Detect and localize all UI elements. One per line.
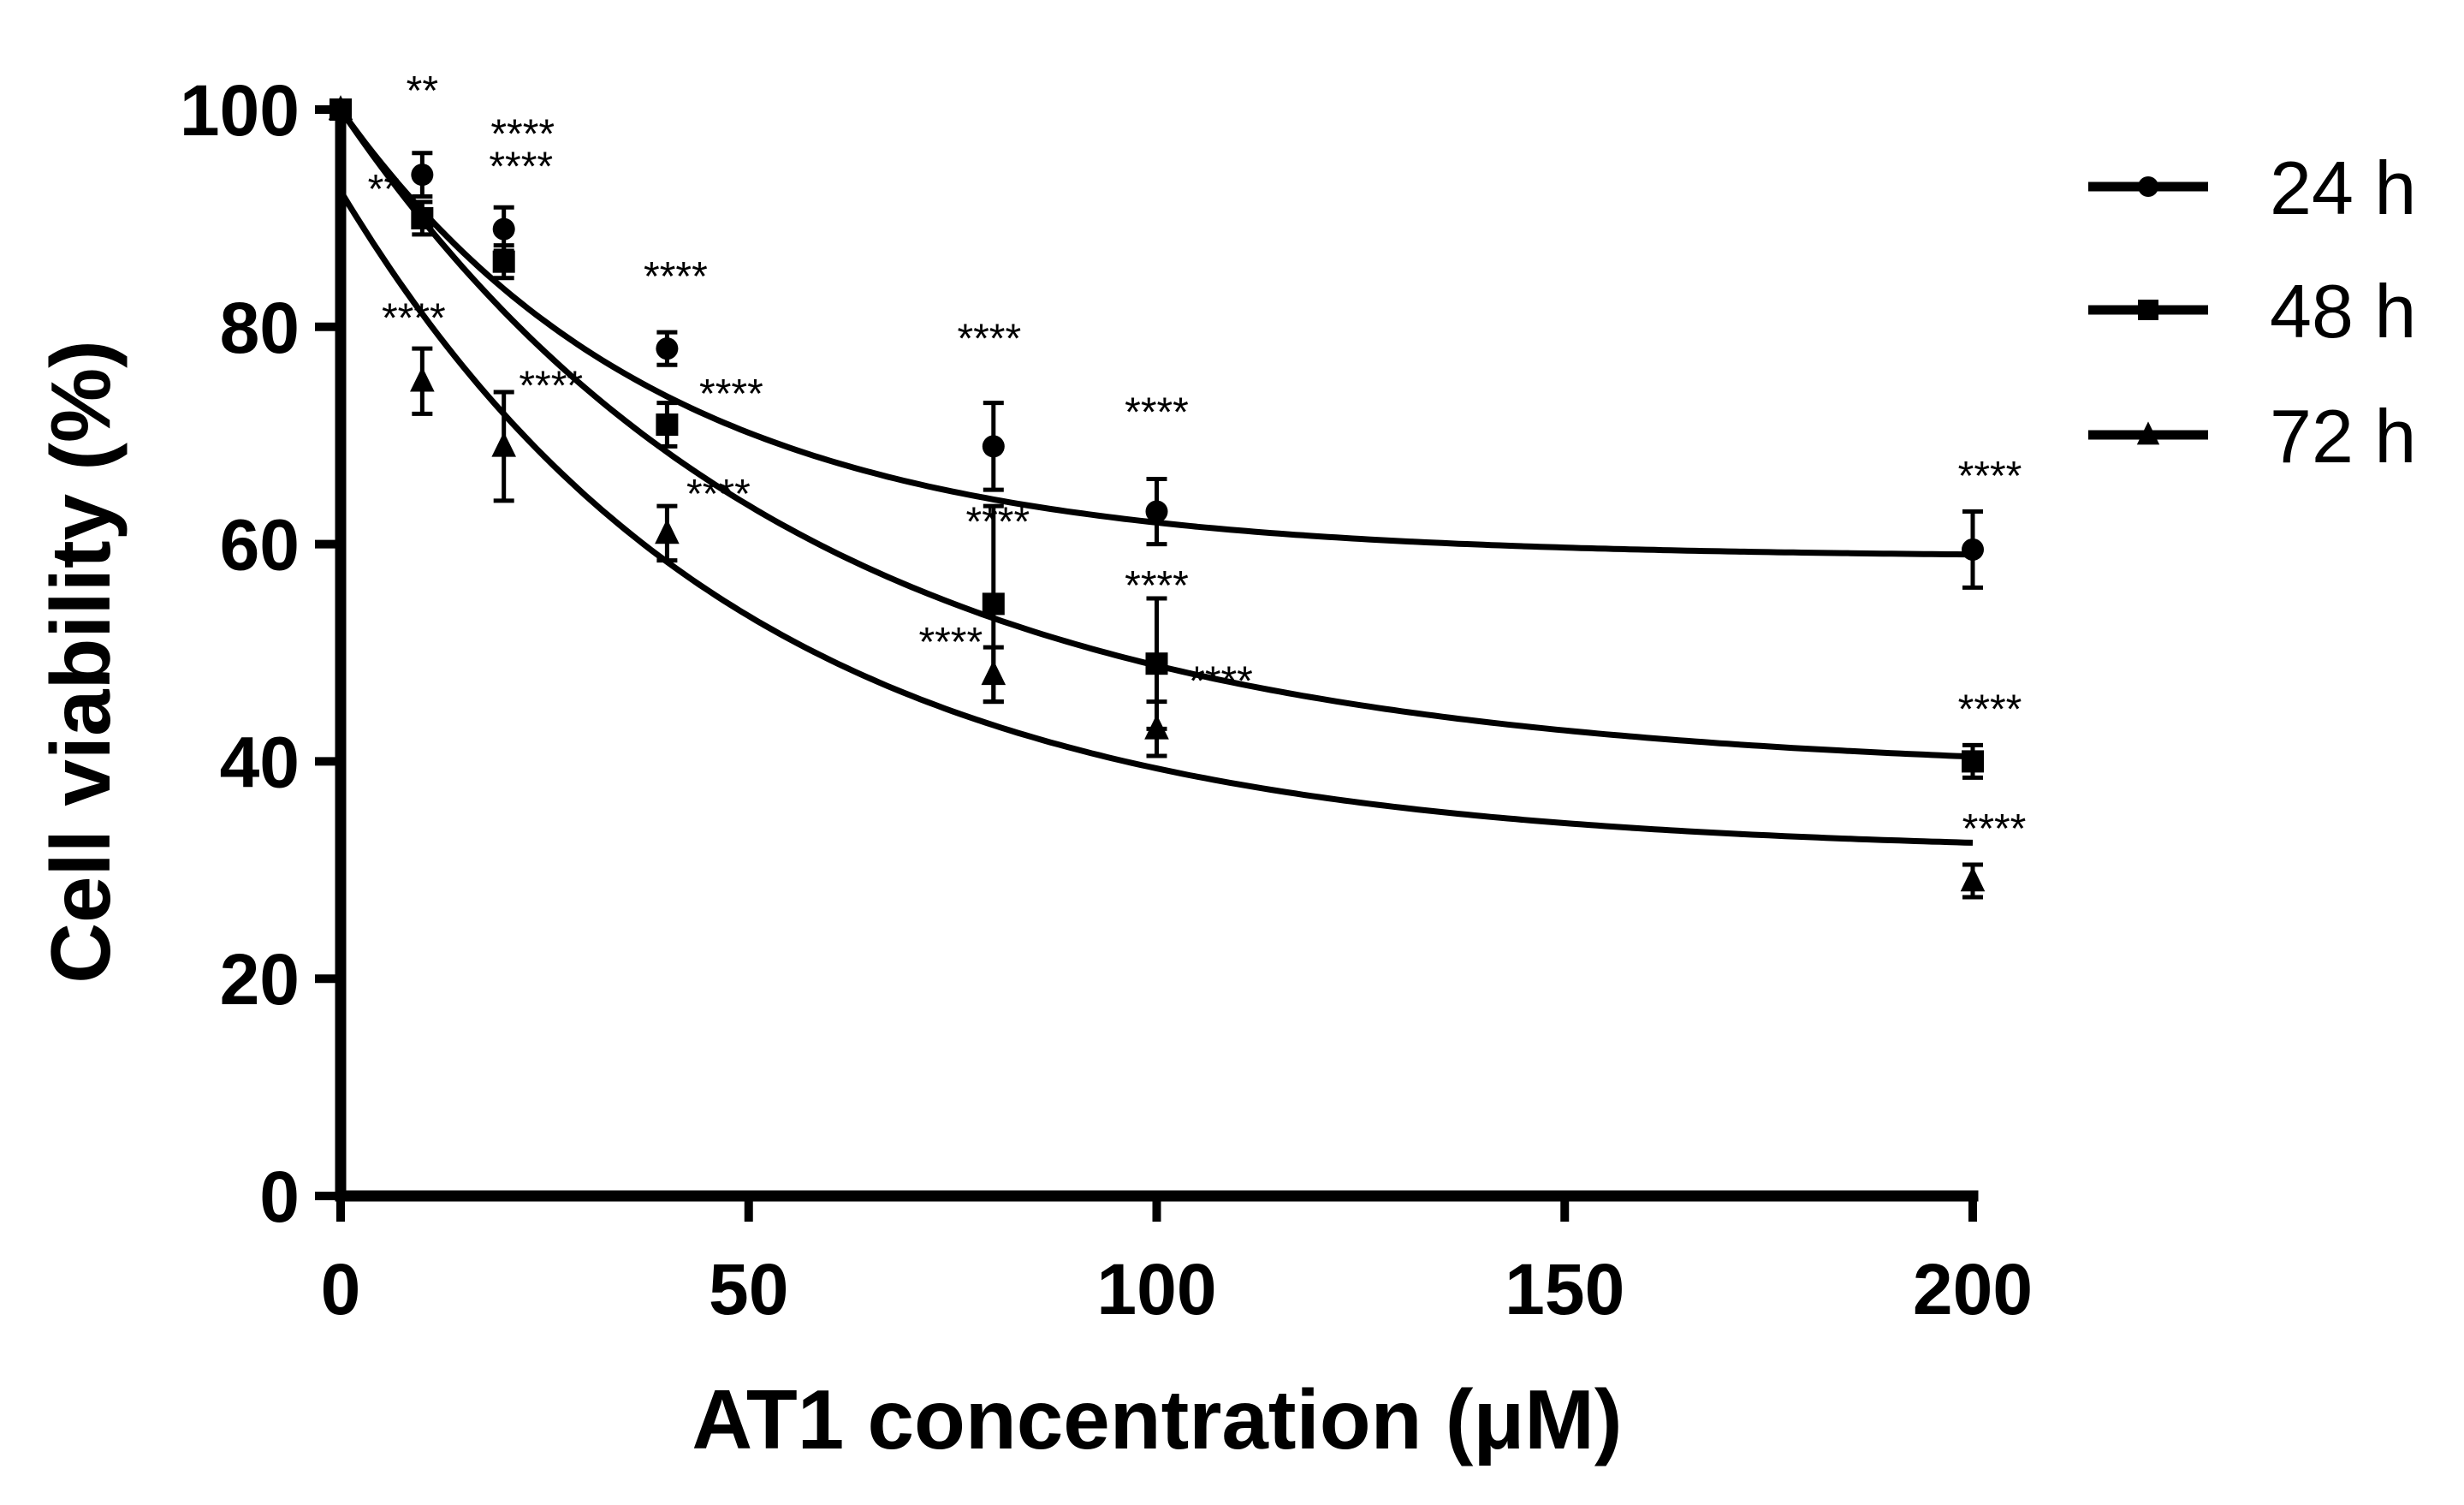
data-point-circle (1962, 538, 1984, 561)
significance-label: **** (1962, 806, 2027, 852)
x-axis-title: AT1 concentration (μM) (692, 1372, 1622, 1466)
data-point-triangle (655, 518, 680, 544)
fit-curve-72h (338, 189, 1974, 846)
significance-label: **** (1958, 687, 2022, 732)
legend: 24 h 48 h 72 h (2088, 146, 2416, 479)
data-point-circle (492, 217, 515, 241)
x-tick-label-0: 0 (321, 1249, 361, 1330)
significance-label: **** (490, 112, 555, 158)
data-point-triangle (328, 95, 353, 121)
x-tick-label-1: 50 (709, 1249, 788, 1330)
significance-label: **** (1958, 454, 2022, 499)
data-point-square (411, 206, 434, 229)
data-point-triangle (1144, 714, 1169, 740)
ticks: 0 50 100 150 200 0 20 40 60 80 100 (180, 70, 2033, 1330)
y-tick-label-0: 0 (259, 1157, 300, 1237)
y-tick-label-1: 20 (220, 939, 300, 1020)
data-point-square (492, 250, 515, 273)
significance-label: **** (519, 363, 583, 408)
significance-label: **** (1189, 658, 1253, 704)
y-tick-label-3: 60 (220, 505, 300, 586)
y-axis-title: Cell viability (%) (33, 340, 128, 984)
significance-labels: ************************ ****************… (368, 68, 2027, 852)
significance-label: **** (686, 472, 751, 517)
data-point-circle (1145, 500, 1168, 523)
significance-label: **** (699, 372, 763, 417)
data-point-square (656, 413, 679, 437)
legend-marker-circle (2138, 176, 2158, 197)
x-tick-label-3: 150 (1505, 1249, 1624, 1330)
data-point-circle (411, 164, 434, 187)
y-tick-label-4: 80 (220, 288, 300, 368)
significance-label: **** (918, 620, 983, 665)
y-tick-label-2: 40 (220, 722, 300, 802)
data-point-triangle (491, 431, 516, 457)
data-point-triangle (981, 659, 1006, 686)
legend-label: 24 h (2270, 146, 2416, 230)
legend-marker-triangle (2136, 421, 2160, 445)
significance-label: **** (382, 295, 446, 341)
data-point-triangle (410, 366, 435, 392)
legend-label: 72 h (2270, 394, 2416, 479)
significance-label: **** (965, 499, 1030, 544)
data-point-triangle (1960, 866, 1986, 892)
x-tick-label-2: 100 (1096, 1249, 1216, 1330)
x-tick-label-4: 200 (1913, 1249, 2033, 1330)
significance-label: **** (644, 254, 708, 300)
y-tick-label-5: 100 (180, 70, 300, 151)
data-points (328, 95, 1986, 892)
legend-label: 48 h (2270, 269, 2416, 354)
significance-label: **** (1125, 563, 1189, 609)
legend-marker-square (2138, 300, 2158, 320)
data-point-square (982, 592, 1005, 616)
data-point-square (1962, 750, 1984, 773)
data-point-circle (656, 337, 679, 360)
significance-label: ** (368, 167, 400, 212)
significance-label: **** (1125, 390, 1189, 436)
significance-label: **** (489, 145, 553, 190)
data-point-square (1145, 652, 1168, 675)
significance-label: ** (407, 68, 438, 114)
data-point-circle (982, 435, 1005, 458)
significance-label: **** (957, 316, 1021, 361)
